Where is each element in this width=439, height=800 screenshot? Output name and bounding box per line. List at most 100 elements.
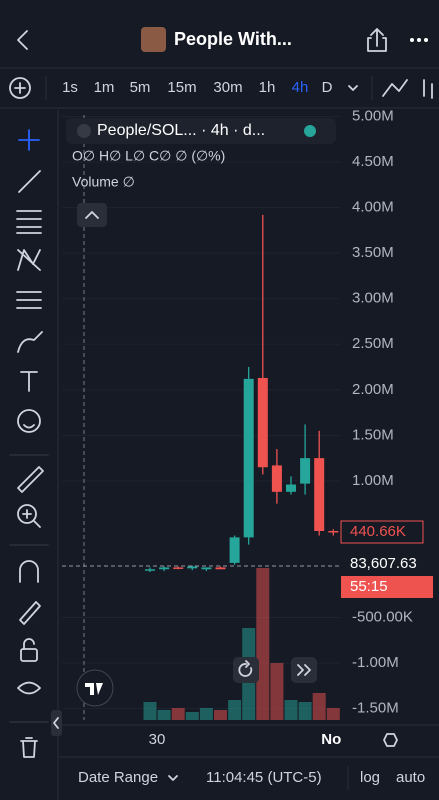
volume-value: 83,607.63 — [350, 555, 417, 572]
logo-mark — [85, 683, 103, 695]
symbol-icon — [77, 124, 91, 138]
candle-body — [286, 484, 296, 492]
volume-bar — [270, 663, 284, 720]
text-tool[interactable] — [20, 371, 38, 392]
candle-body — [201, 567, 212, 570]
candle-body — [229, 537, 240, 563]
volume-bar — [228, 700, 242, 720]
time-zone[interactable]: 11:04:45 (UTC-5) — [206, 769, 322, 786]
y-tick-label: -1.50M — [352, 700, 399, 717]
measure-tool[interactable] — [17, 466, 44, 493]
token-title: People With... — [174, 29, 292, 49]
timeframe-dropdown[interactable] — [348, 85, 358, 91]
timeframe-option[interactable]: 5m — [130, 79, 151, 96]
chevron — [53, 717, 59, 729]
chevron — [168, 775, 178, 781]
timeframe-option[interactable]: 1m — [94, 79, 115, 96]
legend-volume: Volume ∅ — [72, 174, 135, 190]
x-tick-label: 30 — [149, 731, 166, 748]
volume-bar — [157, 710, 171, 720]
x-tick-label: No — [321, 731, 341, 748]
y-tick-label: 1.50M — [352, 426, 394, 443]
lock-drawing-tool[interactable] — [19, 601, 41, 625]
timeframe-bar: 1s 1m 5m 15m 30m 1h 4h D — [62, 79, 333, 96]
indicator-button[interactable] — [423, 79, 433, 99]
volume-bar — [185, 712, 199, 720]
volume-bar — [256, 568, 270, 720]
delete-tool[interactable] — [20, 737, 38, 758]
y-tick-label: 4.00M — [352, 199, 394, 216]
zoom-tool[interactable] — [17, 504, 41, 528]
last-price-tag — [340, 520, 424, 544]
y-tick-label: 2.50M — [352, 335, 394, 352]
y-tick-label: 4.50M — [352, 153, 394, 170]
countdown-tag — [341, 576, 433, 598]
date-range-button[interactable]: Date Range — [78, 769, 158, 786]
scroll-icon — [297, 664, 311, 676]
timeframe-option[interactable]: 4h — [292, 79, 309, 96]
y-tick-label: 2.00M — [352, 381, 394, 398]
magnet-tool[interactable] — [19, 560, 39, 583]
timeframe-option[interactable]: 1h — [259, 79, 276, 96]
emoji-tool[interactable] — [17, 409, 41, 433]
volume-bar — [199, 708, 213, 720]
y-tick-label: -500.00K — [352, 608, 413, 625]
pattern-tool[interactable] — [17, 249, 41, 271]
volume-bar — [298, 702, 312, 720]
legend-ohlc: O∅ H∅ L∅ C∅ ∅ (∅%) — [72, 148, 225, 164]
fib-tool[interactable] — [16, 210, 42, 234]
tradingview-logo[interactable] — [76, 669, 114, 707]
share-button[interactable] — [367, 28, 387, 52]
timeframe-option[interactable]: 30m — [213, 79, 242, 96]
candle-body — [257, 377, 268, 468]
volume-bar — [214, 710, 227, 720]
reset-button[interactable] — [233, 657, 259, 683]
y-tick-label: 3.00M — [352, 290, 394, 307]
scroll-right-button[interactable] — [291, 657, 317, 683]
volume-bar — [284, 700, 298, 720]
countdown: 55:15 — [350, 578, 388, 595]
more-button[interactable] — [410, 38, 428, 42]
drawing-toolbar — [9, 129, 49, 758]
chart: 5.00M 4.50M 4.00M 3.50M 3.00M 2.50M 2.00M 1.50M… — [62, 108, 413, 748]
y-tick-label: 5.00M — [352, 108, 394, 125]
back-button[interactable] — [17, 30, 28, 50]
candle-body — [300, 458, 311, 484]
lock-tool[interactable] — [20, 638, 38, 662]
last-price: 440.66K — [350, 523, 406, 540]
add-indicator-button[interactable] — [9, 77, 31, 99]
log-toggle[interactable]: log — [360, 769, 380, 786]
volume-bar — [143, 702, 157, 720]
collapse-legend-button[interactable] — [77, 203, 107, 227]
chart-type-button[interactable] — [382, 79, 408, 97]
candle-body — [145, 569, 155, 571]
trend-line-tool[interactable] — [18, 170, 41, 193]
y-tick-label: 1.00M — [352, 472, 394, 489]
visibility-tool[interactable] — [17, 681, 41, 695]
chevron — [85, 211, 99, 219]
volume-tag — [341, 553, 433, 575]
volume-bar — [312, 693, 326, 720]
candle-body — [215, 567, 226, 570]
timeframe-option[interactable]: 1s — [62, 79, 78, 96]
candle-body — [243, 378, 254, 538]
timeframe-option[interactable]: 15m — [167, 79, 196, 96]
legend-symbol: People/SOL... · 4h · d... — [97, 122, 265, 139]
volume-bar — [326, 708, 340, 720]
y-tick-label: -1.00M — [352, 654, 399, 671]
volume-bar — [171, 708, 185, 720]
crosshair-tool[interactable] — [18, 129, 40, 151]
timeframe-option[interactable]: D — [322, 79, 333, 96]
collapse-toolbar-button[interactable] — [51, 710, 62, 736]
candle-body — [159, 567, 170, 570]
forecast-tool[interactable] — [16, 291, 42, 309]
auto-toggle[interactable]: auto — [396, 769, 425, 786]
chart-settings-button[interactable] — [383, 733, 398, 747]
legend-box — [66, 118, 336, 144]
status-dot — [304, 125, 316, 137]
candle-body — [271, 465, 282, 492]
token-avatar — [141, 27, 166, 52]
candle-body — [187, 566, 198, 569]
brush-tool[interactable] — [17, 331, 43, 353]
